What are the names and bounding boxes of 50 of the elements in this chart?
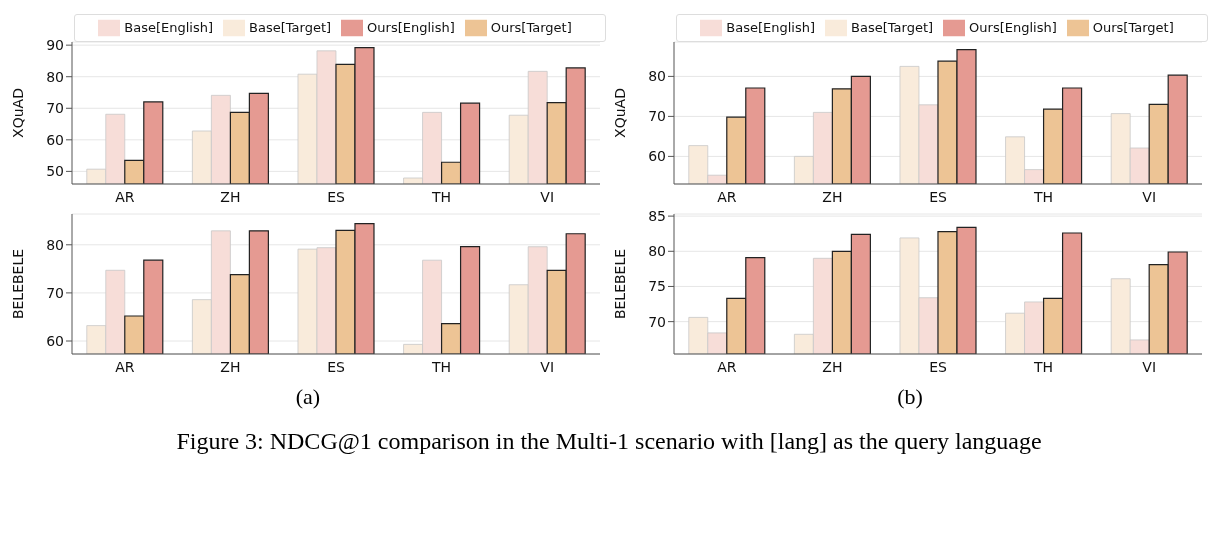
y-tick-label: 50: [46, 163, 64, 180]
legend-label: Base[English]: [124, 19, 214, 35]
y-tick-label: 75: [648, 278, 666, 295]
x-tick-label: TH: [1033, 358, 1054, 375]
x-tick-label: TH: [431, 358, 452, 375]
y-tick-label: 80: [46, 68, 64, 85]
x-tick-label: VI: [1142, 188, 1157, 205]
x-tick-label: ZH: [220, 188, 241, 205]
y-axis-title: BELEBELE: [611, 248, 628, 320]
x-tick-label: ES: [327, 358, 345, 375]
legend-label: Base[English]: [726, 19, 816, 35]
x-tick-label: VI: [540, 358, 555, 375]
legend-label: Base[Target]: [851, 19, 934, 35]
x-tick-label: TH: [1033, 188, 1054, 205]
legend-label: Ours[English]: [969, 19, 1057, 35]
legend-label: Ours[English]: [367, 19, 455, 35]
legend-label: Base[Target]: [249, 19, 332, 35]
y-tick-label: 70: [46, 100, 64, 117]
x-tick-label: AR: [717, 358, 737, 375]
y-tick-label: 90: [46, 37, 64, 54]
y-tick-label: 60: [648, 148, 666, 165]
y-axis-title: BELEBELE: [9, 248, 26, 320]
x-tick-label: VI: [1142, 358, 1157, 375]
y-tick-label: 60: [46, 332, 64, 349]
x-tick-label: TH: [431, 188, 452, 205]
x-tick-label: AR: [717, 188, 737, 205]
x-tick-label: ZH: [220, 358, 241, 375]
y-axis-title: XQuAD: [611, 88, 628, 138]
legend-label: Ours[Target]: [490, 19, 572, 35]
y-tick-label: 85: [648, 208, 666, 225]
y-tick-label: 80: [648, 68, 666, 85]
x-tick-label: ES: [929, 188, 947, 205]
y-tick-label: 80: [46, 236, 64, 253]
x-tick-label: VI: [540, 188, 555, 205]
y-tick-label: 70: [46, 284, 64, 301]
y-tick-label: 70: [648, 313, 666, 330]
text: (b): [896, 384, 924, 410]
x-tick-label: ES: [929, 358, 947, 375]
y-tick-label: 60: [46, 131, 64, 148]
caption: Figure 3: NDCG@1 comparison in the Multi-1 scenario with [lang] as the query language: [175, 428, 1043, 455]
y-axis-title: XQuAD: [9, 88, 26, 138]
y-tick-label: 70: [648, 108, 666, 125]
x-tick-label: ZH: [822, 188, 843, 205]
text: (a): [294, 384, 322, 410]
x-tick-label: ZH: [822, 358, 843, 375]
x-tick-label: AR: [115, 188, 135, 205]
x-tick-label: ES: [327, 188, 345, 205]
y-tick-label: 80: [648, 243, 666, 260]
x-tick-label: AR: [115, 358, 135, 375]
legend-label: Ours[Target]: [1092, 19, 1174, 35]
